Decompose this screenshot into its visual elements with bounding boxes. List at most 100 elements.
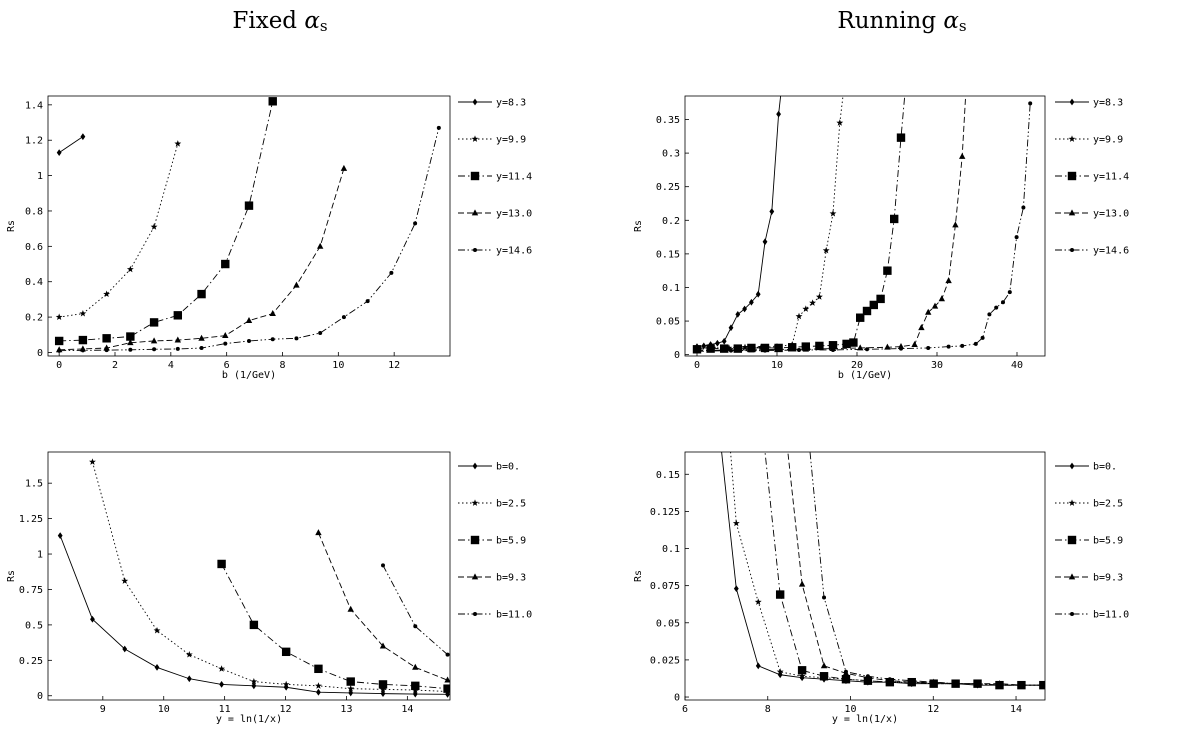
data-point: [282, 680, 290, 688]
chart-fixed-rs-vs-y: 9 10 11 12 13 14 0 0.25 0.5 0.75 1 1.25 1.5 y = ln(1/…: [6, 451, 532, 725]
legend-marker: [1070, 612, 1074, 616]
data-point: [994, 305, 999, 310]
data-point: [729, 348, 733, 353]
series-line: [696, 96, 782, 348]
y-tick-label: 0.05: [656, 317, 680, 328]
series-2: [55, 140, 182, 320]
data-point: [890, 214, 899, 224]
data-point: [217, 559, 226, 569]
x-tick-label: 9: [100, 704, 106, 715]
data-point: [413, 624, 418, 629]
y-tick-label: 0.2: [662, 216, 680, 227]
data-point: [245, 317, 253, 324]
data-point: [960, 343, 965, 348]
data-point: [862, 306, 872, 316]
data-point: [938, 295, 945, 302]
data-point: [883, 266, 892, 275]
legend-entry: b=2.5: [458, 499, 526, 510]
data-point: [102, 334, 111, 343]
series-line: [721, 452, 1044, 686]
data-point: [150, 223, 158, 230]
series-line: [382, 565, 448, 655]
series-2: [89, 458, 450, 695]
right-title-subscript: s: [958, 17, 967, 35]
series-2: [730, 452, 1045, 689]
data-point: [413, 221, 418, 226]
data-point: [247, 338, 251, 343]
data-point: [1019, 683, 1024, 688]
data-point: [121, 577, 129, 584]
legend-label: y=14.6: [1093, 246, 1129, 257]
data-point: [798, 580, 806, 587]
legend-label: b=0.: [1093, 462, 1117, 473]
series-4: [315, 529, 450, 683]
legend-marker: [1069, 462, 1075, 470]
data-point: [244, 201, 254, 210]
data-point: [316, 688, 321, 696]
x-tick-label: 0: [56, 360, 62, 371]
data-point: [931, 680, 936, 685]
data-point: [268, 97, 277, 106]
data-point: [379, 642, 387, 649]
data-point: [725, 344, 733, 351]
data-point: [381, 563, 385, 568]
data-point: [128, 347, 133, 352]
legend-entry: b=9.3: [458, 573, 526, 584]
data-point: [56, 149, 62, 156]
data-point: [959, 152, 966, 159]
data-point: [997, 683, 1002, 688]
data-point: [865, 347, 869, 352]
data-point: [103, 290, 111, 298]
data-point: [843, 669, 848, 674]
data-point: [341, 315, 346, 320]
series-line: [696, 96, 906, 350]
data-point: [815, 293, 823, 300]
plot-frame: [684, 95, 1046, 357]
y-tick-label: 0.75: [19, 585, 43, 596]
data-point: [952, 221, 959, 228]
legend-marker: [472, 98, 478, 106]
series-line: [696, 96, 967, 352]
data-point: [1041, 683, 1045, 688]
legend-entry: y=9.9: [458, 135, 526, 146]
data-point: [788, 343, 797, 352]
data-point: [89, 458, 96, 465]
legend-label: b=11.0: [1093, 610, 1129, 621]
data-point: [251, 682, 257, 690]
x-tick-label: 2: [112, 360, 118, 371]
legend-entry: b=5.9: [1055, 536, 1123, 547]
data-point: [378, 680, 388, 689]
right-title-alpha: α: [943, 8, 959, 34]
y-axis-label: Rs: [633, 220, 644, 232]
data-point: [918, 324, 925, 331]
data-point: [54, 336, 64, 346]
data-point: [987, 312, 992, 317]
data-point: [126, 265, 134, 273]
x-tick-label: 14: [1010, 704, 1022, 715]
series-line: [318, 532, 448, 681]
y-tick-label: 1.5: [25, 479, 43, 490]
x-tick-label: 8: [279, 360, 285, 371]
data-point: [975, 681, 980, 686]
data-point: [90, 615, 95, 623]
x-tick-label: 10: [158, 704, 170, 715]
legend-label: y=13.0: [496, 209, 532, 220]
y-tick-label: 0.5: [25, 620, 43, 631]
y-tick-label: 1.2: [25, 136, 43, 147]
x-tick-label: 4: [168, 360, 174, 371]
series-line: [92, 461, 448, 692]
data-point: [1001, 300, 1005, 305]
data-point: [294, 336, 299, 341]
data-point: [57, 532, 63, 540]
x-axis-label: b (1/GeV): [222, 370, 276, 380]
plot-frame: [47, 451, 451, 701]
data-point: [153, 626, 161, 634]
y-tick-label: 0.4: [25, 277, 43, 288]
data-point: [755, 290, 761, 298]
legend-entry: y=11.4: [458, 172, 532, 183]
x-tick-label: 12: [388, 360, 400, 371]
y-tick-label: 1.25: [19, 514, 43, 525]
x-tick-label: 8: [765, 704, 771, 715]
data-point: [869, 300, 878, 310]
legend-label: y=11.4: [496, 172, 532, 183]
